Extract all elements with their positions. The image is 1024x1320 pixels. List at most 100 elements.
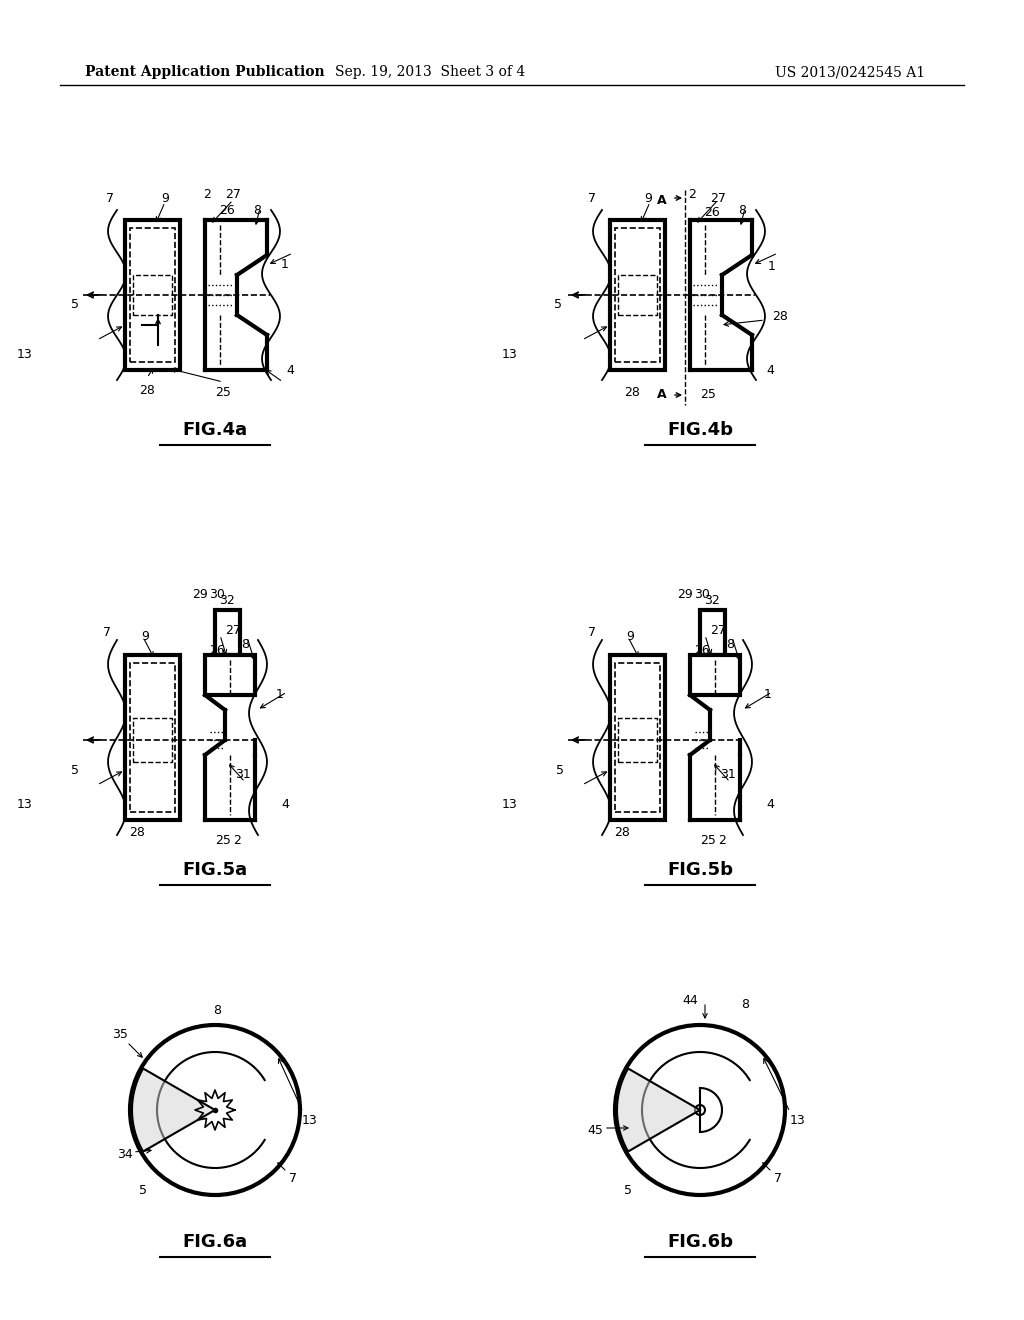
Text: 28: 28	[139, 384, 155, 396]
Text: 8: 8	[741, 998, 749, 1011]
Text: Sep. 19, 2013  Sheet 3 of 4: Sep. 19, 2013 Sheet 3 of 4	[335, 65, 525, 79]
Polygon shape	[617, 1068, 700, 1151]
Text: 44: 44	[682, 994, 698, 1006]
Text: 9: 9	[626, 631, 634, 644]
Text: 1: 1	[276, 689, 284, 701]
Text: 8: 8	[253, 203, 261, 216]
Text: 4: 4	[286, 363, 294, 376]
Text: 32: 32	[705, 594, 720, 606]
Text: 30: 30	[694, 589, 710, 602]
Bar	[125, 655, 180, 820]
Text: 31: 31	[720, 768, 736, 781]
Text: 8: 8	[738, 203, 746, 216]
Text: 13: 13	[502, 348, 518, 362]
Text: 1: 1	[768, 260, 776, 273]
Text: 8: 8	[213, 1003, 221, 1016]
Text: FIG.4b: FIG.4b	[667, 421, 733, 440]
Text: 26: 26	[694, 644, 710, 656]
Text: FIG.4a: FIG.4a	[182, 421, 248, 440]
Text: 27: 27	[225, 623, 241, 636]
Bar	[618, 275, 657, 315]
Text: 32: 32	[219, 594, 234, 606]
Text: A: A	[657, 388, 667, 401]
Text: 25: 25	[700, 388, 716, 401]
Text: 5: 5	[139, 1184, 147, 1196]
Bar	[130, 228, 175, 362]
Text: 28: 28	[624, 387, 640, 400]
Text: 28: 28	[614, 826, 630, 840]
Text: 7: 7	[103, 627, 111, 639]
Text: 29: 29	[193, 589, 208, 602]
Text: 7: 7	[106, 191, 114, 205]
Text: 13: 13	[791, 1114, 806, 1126]
Text: 5: 5	[556, 763, 564, 776]
Text: 25: 25	[700, 833, 716, 846]
Text: 9: 9	[141, 631, 148, 644]
Text: 27: 27	[225, 189, 241, 202]
Text: US 2013/0242545 A1: US 2013/0242545 A1	[775, 65, 925, 79]
Text: 7: 7	[588, 627, 596, 639]
Text: 34: 34	[117, 1148, 133, 1162]
Bar	[133, 275, 172, 315]
Text: 4: 4	[766, 799, 774, 812]
Text: 25: 25	[215, 833, 231, 846]
Bar	[690, 655, 740, 696]
Text: 8: 8	[726, 639, 734, 652]
Text: 30: 30	[209, 589, 225, 602]
Text: FIG.6b: FIG.6b	[667, 1233, 733, 1251]
Text: ←: ←	[574, 733, 586, 747]
Text: 4: 4	[766, 363, 774, 376]
Text: 27: 27	[710, 191, 726, 205]
Text: 13: 13	[17, 799, 33, 812]
Text: 45: 45	[587, 1123, 603, 1137]
Bar	[215, 610, 240, 655]
Bar	[130, 663, 175, 812]
Text: 2: 2	[718, 833, 726, 846]
Text: 26: 26	[209, 644, 225, 656]
Text: 7: 7	[289, 1172, 297, 1184]
Bar	[205, 655, 255, 696]
Text: 4: 4	[281, 799, 289, 812]
Text: 8: 8	[241, 639, 249, 652]
Bar	[133, 718, 172, 762]
Text: 9: 9	[161, 191, 169, 205]
Bar	[615, 228, 660, 362]
Text: 13: 13	[502, 799, 518, 812]
Bar	[618, 718, 657, 762]
Text: 2: 2	[203, 189, 211, 202]
Bar	[610, 220, 665, 370]
Text: 28: 28	[129, 826, 145, 840]
Text: FIG.6a: FIG.6a	[182, 1233, 248, 1251]
Text: 2: 2	[233, 833, 241, 846]
Text: 9: 9	[644, 191, 652, 205]
Bar	[700, 610, 725, 655]
Polygon shape	[132, 1068, 215, 1151]
Text: A: A	[657, 194, 667, 206]
Text: 1: 1	[281, 259, 289, 272]
Bar	[615, 663, 660, 812]
Text: Patent Application Publication: Patent Application Publication	[85, 65, 325, 79]
Text: 2: 2	[688, 189, 696, 202]
Text: FIG.5a: FIG.5a	[182, 861, 248, 879]
Text: 7: 7	[774, 1172, 782, 1184]
Text: FIG.5b: FIG.5b	[667, 861, 733, 879]
Text: 27: 27	[710, 623, 726, 636]
Text: 1: 1	[764, 689, 772, 701]
Text: 13: 13	[17, 348, 33, 362]
Text: 5: 5	[71, 298, 79, 312]
Text: ←: ←	[89, 288, 100, 302]
Text: 29: 29	[677, 589, 693, 602]
Text: 26: 26	[705, 206, 720, 219]
Text: 28: 28	[772, 310, 787, 323]
Text: 5: 5	[554, 298, 562, 312]
Text: 13: 13	[302, 1114, 317, 1126]
Text: 5: 5	[624, 1184, 632, 1196]
Text: 26: 26	[219, 203, 234, 216]
Text: 35: 35	[112, 1028, 128, 1041]
Text: 7: 7	[588, 191, 596, 205]
Text: ←: ←	[574, 288, 586, 302]
Bar	[125, 220, 180, 370]
Text: ←: ←	[89, 733, 100, 747]
Bar	[610, 655, 665, 820]
Text: 5: 5	[71, 763, 79, 776]
